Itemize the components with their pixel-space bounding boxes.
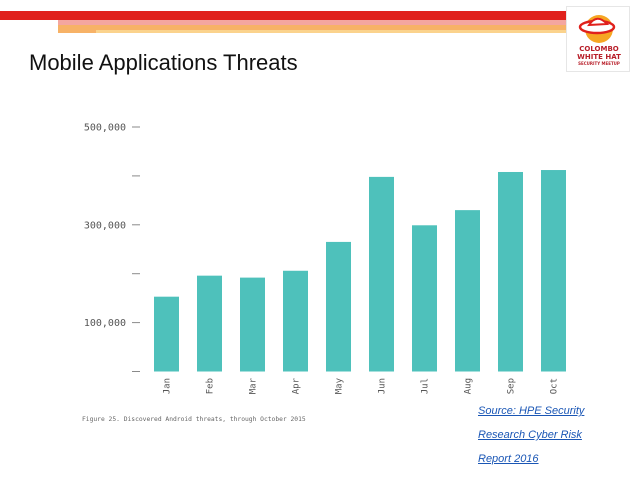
x-tick-label: Oct (550, 378, 560, 394)
bar-may (326, 241, 351, 372)
bar-feb (197, 275, 222, 372)
x-tick-label: Apr (292, 377, 302, 394)
source-link-line-1[interactable]: Source: HPE Security (478, 405, 585, 417)
source-link-line-2[interactable]: Research Cyber Risk (478, 429, 582, 441)
y-tick-label: 300,000 (84, 220, 126, 231)
x-tick-label: Jun (378, 378, 388, 394)
x-axis: Jan Feb Mar Apr May Jun Jul Aug Sep Oct (163, 377, 560, 394)
bar-jan (154, 296, 179, 372)
x-tick-label: Jul (421, 378, 431, 394)
x-tick-label: Feb (206, 378, 216, 394)
logo-text-line: SECURITY MEETUP (578, 61, 620, 66)
bar-jun (369, 176, 394, 372)
header-stripe-yellow (96, 30, 580, 33)
x-tick-label: Jan (163, 378, 173, 394)
y-tick-label: 500,000 (84, 123, 126, 134)
x-tick-label: May (335, 377, 345, 394)
hat-icon (578, 15, 616, 43)
bar-aug (455, 210, 480, 372)
y-axis: 100,000 300,000 500,000 (84, 123, 140, 372)
x-tick-label: Mar (249, 377, 259, 394)
bar-jul (412, 225, 437, 372)
bar-mar (240, 277, 265, 372)
page-title: Mobile Applications Threats (29, 50, 298, 75)
figure-caption: Figure 25. Discovered Android threats, t… (82, 416, 306, 423)
bar-sep (498, 171, 523, 372)
x-tick-label: Sep (507, 378, 517, 394)
header-stripe-orange (58, 25, 580, 33)
bar-apr (283, 270, 308, 372)
logo-text-line: WHITE HAT (577, 53, 621, 61)
logo-text: COLOMBO WHITE HAT SECURITY MEETUP (567, 45, 631, 67)
source-link-line-3[interactable]: Report 2016 (478, 453, 539, 465)
x-tick-label: Aug (464, 378, 474, 394)
logo-text-line: COLOMBO (579, 45, 619, 53)
y-tick-label: 100,000 (84, 318, 126, 329)
bar-oct (541, 170, 566, 372)
header-stripe-pink (58, 20, 580, 25)
header-stripe-red (0, 11, 580, 20)
colombo-white-hat-logo: COLOMBO WHITE HAT SECURITY MEETUP (566, 6, 630, 72)
bars (154, 170, 566, 372)
